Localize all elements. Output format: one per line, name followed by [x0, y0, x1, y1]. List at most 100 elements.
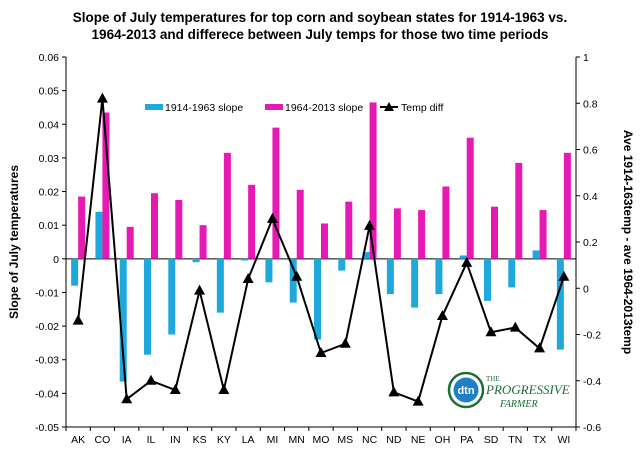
y2-tick-label: 0.8	[583, 98, 598, 110]
legend-swatch-1964-2013	[265, 104, 283, 110]
y-tick-label: 0.04	[39, 119, 60, 131]
x-tick-label: WI	[557, 434, 570, 446]
bar-1964-2013	[466, 137, 474, 259]
legend-label-1914-1963: 1914-1963 slope	[165, 102, 243, 114]
x-tick-label: IN	[170, 434, 181, 446]
bar-1914-1963	[71, 258, 79, 286]
bar-1964-2013	[515, 162, 523, 259]
legend-label-temp-diff: Temp diff	[401, 102, 443, 114]
temp-diff-marker	[266, 212, 278, 223]
bar-1914-1963	[216, 258, 224, 313]
legend-label-1964-2013: 1964-2013 slope	[285, 102, 363, 114]
bar-1964-2013	[321, 223, 328, 259]
bar-1964-2013	[442, 186, 450, 259]
x-tick-label: TX	[533, 434, 546, 446]
y2-axis-title: Ave 1914-163temp - ave 1964-2013temp	[621, 130, 635, 354]
bar-1964-2013	[272, 127, 280, 259]
bar-1914-1963	[192, 258, 200, 263]
bar-1914-1963	[556, 258, 564, 350]
temp-diff-marker	[145, 374, 157, 385]
x-tick-label: IA	[122, 434, 132, 446]
y2-tick-label: 0.6	[583, 145, 598, 157]
tick-labels: 0.06 0.05 0.04 0.03 0.02 0.01 0 -0.01 -0.02 -0.03…	[35, 52, 601, 446]
logo-line-3: FARMER	[499, 399, 538, 410]
bar-1964-2013	[296, 189, 304, 259]
x-tick-label: MO	[313, 434, 330, 446]
bar-1964-2013	[151, 193, 158, 259]
y-tick-label: -0.01	[35, 287, 59, 299]
logo-badge-text: dtn	[457, 385, 474, 397]
y2-tick-label: 0.2	[583, 237, 598, 249]
bar-1964-2013	[418, 210, 426, 259]
x-tick-label: CO	[95, 434, 111, 446]
y-tick-label: 0.02	[39, 187, 60, 199]
bar-1914-1963	[168, 258, 176, 335]
y-axis-title: Slope of July temperatures	[7, 165, 21, 319]
temp-diff-marker	[339, 337, 351, 348]
bar-1964-2013	[78, 196, 86, 259]
y-tick-label: 0.06	[39, 52, 60, 64]
bar-1964-2013	[199, 225, 207, 259]
y-tick-label: 0.01	[39, 220, 60, 232]
bar-1914-1963	[435, 258, 443, 295]
temp-diff-marker	[291, 270, 303, 281]
y-tick-label: 0.05	[39, 86, 60, 98]
bar-1964-2013	[345, 201, 353, 259]
x-tick-label: AK	[71, 434, 85, 446]
bar-1964-2013	[248, 184, 256, 259]
bar-1914-1963	[411, 258, 419, 308]
temp-diff-marker	[364, 219, 376, 230]
bar-1964-2013	[539, 210, 547, 259]
y2-tick-label: -0.2	[583, 330, 601, 342]
y-tick-label: 0.03	[39, 153, 60, 165]
logo-line-2: PROGRESSIVE	[485, 382, 570, 397]
bars	[71, 102, 571, 382]
y2-tick-label: 0	[583, 283, 589, 295]
legend-marker-temp-diff	[384, 102, 394, 111]
temp-diff-marker	[242, 273, 254, 283]
x-tick-label: TN	[508, 434, 522, 446]
bar-1964-2013	[393, 208, 401, 259]
temp-diff-marker	[218, 384, 230, 394]
temp-diff-marker	[72, 314, 84, 325]
y2-tick-label: -0.6	[583, 422, 601, 434]
bar-1964-2013	[126, 226, 134, 259]
y-tick-label: -0.03	[35, 355, 59, 367]
legend: 1914-1963 slope 1964-2013 slope Temp dif…	[145, 102, 443, 114]
temp-diff-marker	[485, 326, 497, 337]
temp-diff-marker	[315, 347, 327, 357]
y2-tick-label: 1	[583, 52, 589, 64]
bar-1914-1963	[532, 250, 540, 259]
temp-diff-marker	[461, 256, 473, 267]
logo-line-1: THE	[486, 375, 500, 383]
y-tick-label: -0.04	[35, 388, 59, 400]
bar-1964-2013	[223, 152, 231, 259]
bar-1964-2013	[491, 206, 498, 259]
x-tick-label: NE	[411, 434, 426, 446]
temp-diff-line	[72, 92, 570, 406]
x-tick-label: MS	[337, 434, 353, 446]
bar-1914-1963	[386, 258, 394, 295]
chart-title-line-1: Slope of July temperatures for top corn …	[73, 10, 567, 25]
x-tick-label: NC	[362, 434, 378, 446]
bar-1964-2013	[369, 102, 377, 259]
x-tick-label: KY	[217, 434, 231, 446]
bar-1914-1963	[265, 258, 273, 283]
temp-diff-marker	[96, 92, 108, 103]
temp-diff-marker	[388, 386, 400, 397]
bar-1914-1963	[362, 252, 370, 259]
x-tick-label: MN	[289, 434, 305, 446]
temp-diff-marker	[436, 310, 448, 320]
bar-1914-1963	[338, 258, 346, 271]
y-tick-label: -0.05	[35, 422, 59, 434]
temp-diff-marker	[121, 393, 133, 404]
temp-diff-marker	[509, 321, 521, 332]
bar-1914-1963	[314, 258, 321, 340]
bar-1914-1963	[508, 258, 516, 288]
temp-diff-marker	[534, 342, 546, 353]
x-tick-label: OH	[435, 434, 451, 446]
bar-1914-1963	[144, 258, 151, 355]
chart-title-line-2: 1964-2013 and differece between July tem…	[92, 27, 549, 42]
bar-1964-2013	[102, 112, 110, 259]
x-tick-label: KS	[193, 434, 207, 446]
